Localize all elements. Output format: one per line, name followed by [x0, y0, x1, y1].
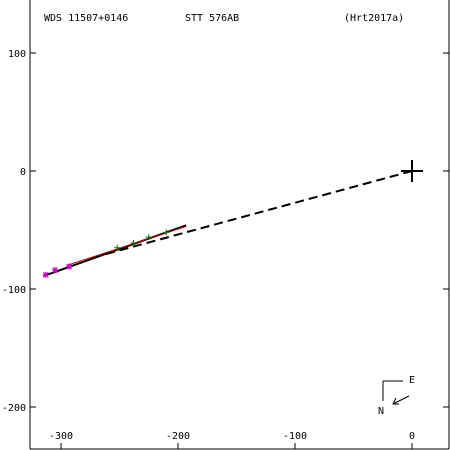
x-axis-ticks: -300 -200 -100 0	[49, 431, 415, 449]
compass-arrowhead-icon	[392, 397, 399, 405]
compass: E N	[378, 375, 415, 417]
plot-series	[42, 160, 423, 278]
compass-north-label: N	[378, 406, 384, 417]
reference-label: (Hrt2017a)	[344, 13, 404, 24]
y-tick-label-0: 100	[8, 49, 26, 60]
x-tick-label-0: -300	[49, 431, 73, 442]
wds-label: WDS 11507+0146	[44, 13, 128, 24]
compass-east-label: E	[409, 375, 415, 386]
y-tick-label-3: -200	[2, 403, 26, 414]
pair-label: STT 576AB	[185, 13, 239, 24]
y-axis-ticks: 100 0 -100 -200	[2, 49, 449, 414]
axes-frame	[29, 0, 450, 450]
green-observation-point-2	[145, 234, 152, 241]
compass-arrow-icon	[392, 395, 410, 405]
green-observation-point-3	[163, 229, 170, 236]
x-tick-label-1: -200	[166, 431, 190, 442]
orbit-line	[43, 224, 187, 277]
y-tick-label-2: -100	[2, 285, 26, 296]
primary-star-marker	[401, 160, 423, 182]
dashed-line	[89, 170, 413, 260]
header-labels: WDS 11507+0146 STT 576AB (Hrt2017a)	[44, 13, 404, 24]
green-observation-point-1	[130, 239, 137, 246]
x-tick-label-3: 0	[409, 431, 415, 442]
magenta-observation-point-2	[66, 263, 73, 270]
magenta-observation-point-0	[42, 271, 49, 278]
magenta-observation-point-1	[52, 267, 59, 274]
x-tick-label-2: -100	[283, 431, 307, 442]
green-observation-point-0	[114, 244, 121, 251]
y-tick-label-1: 0	[20, 167, 26, 178]
